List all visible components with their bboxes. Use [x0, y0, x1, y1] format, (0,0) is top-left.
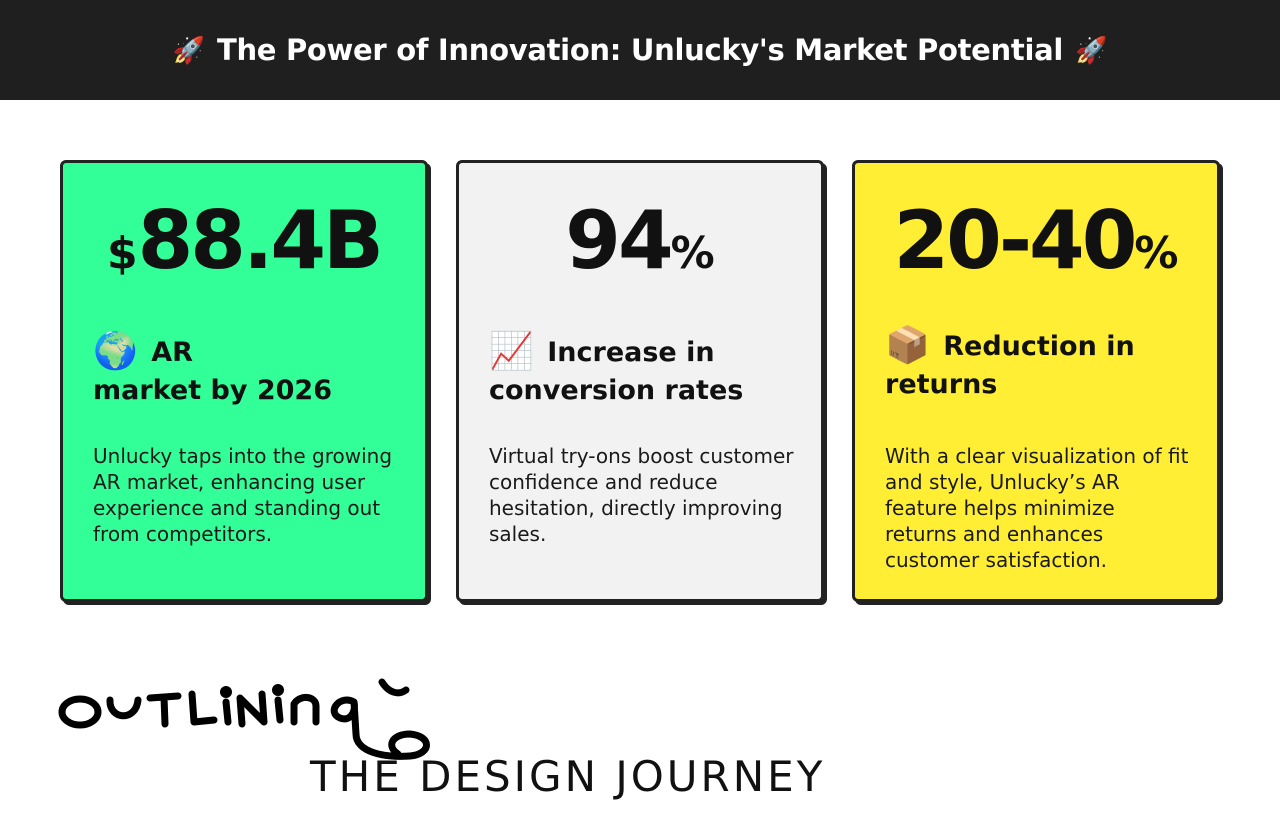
package-icon: 📦 — [885, 325, 930, 366]
card-heading-line2: market by 2026 — [93, 375, 332, 406]
stat-suffix: % — [1134, 228, 1179, 279]
page-title: The Power of Innovation: Unlucky's Marke… — [216, 33, 1064, 67]
card-description: Virtual try-ons boost customer confidenc… — [489, 444, 794, 546]
outlining-handwritten-logo — [58, 678, 430, 760]
chart-increasing-icon: 📈 — [489, 331, 534, 372]
tagline: THE DESIGN JOURNEY — [310, 752, 826, 801]
card-heading-line1: Increase in — [547, 337, 715, 368]
stat-value: 94% — [459, 201, 821, 281]
card-heading-line1: AR — [151, 337, 193, 368]
stat-value: 20-40% — [855, 201, 1217, 281]
card-heading: 📈 Increase in conversion rates — [489, 333, 797, 410]
stat-number: 88.4B — [137, 194, 384, 287]
rocket-icon-left: 🚀 — [172, 34, 205, 65]
stat-card-returns: 20-40% 📦 Reduction in returns With a cle… — [852, 160, 1220, 602]
card-description: Unlucky taps into the growing AR market,… — [93, 444, 393, 546]
card-description: With a clear visualization of fit and st… — [885, 444, 1189, 572]
card-heading: 🌍 AR market by 2026 — [93, 333, 401, 410]
stat-card-ar-market: $88.4B 🌍 AR market by 2026 Unlucky taps … — [60, 160, 428, 602]
card-heading-line2: conversion rates — [489, 375, 744, 406]
header-bar: 🚀 The Power of Innovation: Unlucky's Mar… — [0, 0, 1280, 100]
stat-prefix: $ — [107, 228, 138, 279]
globe-icon: 🌍 — [93, 331, 138, 372]
stat-card-conversion: 94% 📈 Increase in conversion rates Virtu… — [456, 160, 824, 602]
rocket-icon-right: 🚀 — [1075, 34, 1108, 65]
card-heading-line2: returns — [885, 369, 998, 400]
stat-value: $88.4B — [63, 201, 425, 281]
card-heading: 📦 Reduction in returns — [885, 327, 1193, 404]
stat-suffix: % — [670, 228, 715, 279]
stat-number: 20-40 — [893, 194, 1138, 287]
stat-number: 94 — [565, 194, 673, 287]
card-heading-line1: Reduction in — [943, 331, 1135, 362]
